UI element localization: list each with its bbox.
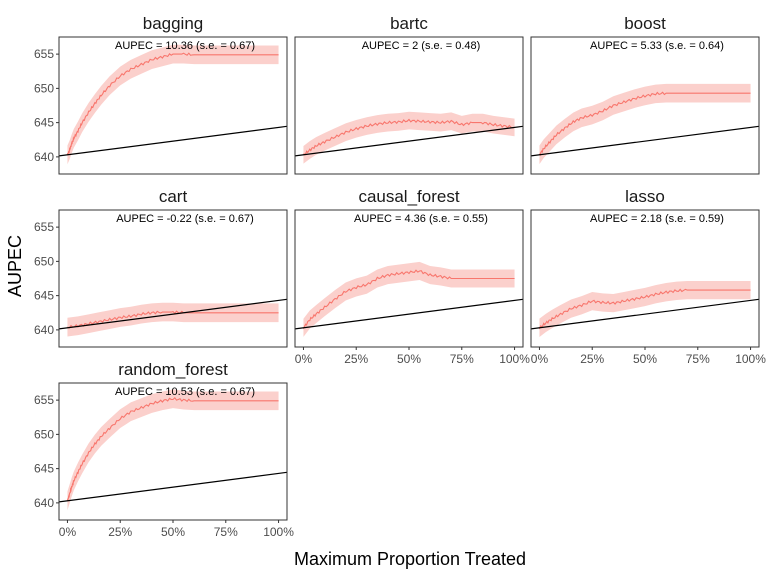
strip-title-bagging: bagging <box>143 14 204 33</box>
ribbon-random_forest <box>67 389 279 511</box>
x-tick-label-random_forest-4: 100% <box>263 525 294 539</box>
x-tick-label-random_forest-1: 25% <box>108 525 132 539</box>
y-tick-label-cart-650: 650 <box>34 254 54 268</box>
x-tick-label-random_forest-3: 75% <box>214 525 238 539</box>
x-tick-label-random_forest-2: 50% <box>161 525 185 539</box>
baseline-bagging <box>59 125 287 157</box>
x-tick-label-causal_forest-1: 25% <box>344 352 368 366</box>
y-tick-label-cart-645: 645 <box>34 289 54 303</box>
series-line-causal_forest <box>302 269 515 330</box>
x-tick-label-causal_forest-3: 75% <box>450 352 474 366</box>
series-line-boost <box>538 91 751 157</box>
x-tick-label-causal_forest-2: 50% <box>397 352 421 366</box>
ribbon-boost <box>539 83 751 165</box>
y-tick-label-bagging-640: 640 <box>34 150 54 164</box>
ribbon-cart <box>67 302 279 337</box>
panel-cart: cart AUPEC = -0.22 (s.e. = 0.67) 640 645 650… <box>34 187 288 348</box>
y-axis-title: AUPEC <box>5 235 25 297</box>
plot-area-lasso <box>531 280 759 337</box>
baseline-bartc <box>295 125 523 157</box>
panel-bartc: bartc AUPEC = 2 (s.e. = 0.48) <box>294 14 524 175</box>
strip-title-lasso: lasso <box>625 187 665 206</box>
baseline-lasso <box>531 298 759 330</box>
y-tick-label-random_forest-640: 640 <box>34 496 54 510</box>
x-tick-label-lasso-3: 75% <box>686 352 710 366</box>
annotation-lasso: AUPEC = 2.18 (s.e. = 0.59) <box>590 213 724 225</box>
panel-lasso: lasso AUPEC = 2.18 (s.e. = 0.59) 0% 25% 50% 7… <box>530 187 766 366</box>
panel-bagging: bagging AUPEC = 10.36 (s.e. = 0.67) 640 645… <box>34 14 288 175</box>
strip-title-boost: boost <box>624 14 666 33</box>
annotation-boost: AUPEC = 5.33 (s.e. = 0.64) <box>590 40 724 52</box>
plot-area-random_forest <box>59 389 287 511</box>
panel-frame-cart <box>58 209 288 348</box>
baseline-causal_forest <box>295 298 523 330</box>
y-tick-label-random_forest-650: 650 <box>34 427 54 441</box>
baseline-random_forest <box>59 471 287 503</box>
y-tick-label-random_forest-645: 645 <box>34 462 54 476</box>
x-tick-label-lasso-2: 50% <box>633 352 657 366</box>
y-tick-label-bagging-650: 650 <box>34 81 54 95</box>
x-tick-label-lasso-0: 0% <box>531 352 549 366</box>
strip-title-bartc: bartc <box>390 14 428 33</box>
strip-title-cart: cart <box>159 187 188 206</box>
ribbon-bartc <box>303 111 515 164</box>
x-tick-label-causal_forest-4: 100% <box>499 352 530 366</box>
x-tick-label-lasso-4: 100% <box>735 352 766 366</box>
y-tick-label-cart-640: 640 <box>34 323 54 337</box>
annotation-bagging: AUPEC = 10.36 (s.e. = 0.67) <box>115 40 255 52</box>
panel-frame-bartc <box>294 36 524 175</box>
x-tick-label-causal_forest-0: 0% <box>295 352 313 366</box>
baseline-boost <box>531 125 759 157</box>
strip-title-causal_forest: causal_forest <box>358 187 459 206</box>
plot-area-bagging <box>59 44 287 165</box>
annotation-bartc: AUPEC = 2 (s.e. = 0.48) <box>362 40 481 52</box>
series-line-lasso <box>538 288 751 330</box>
y-tick-label-bagging-655: 655 <box>34 47 54 61</box>
panel-frame-lasso <box>530 209 760 348</box>
panel-boost: boost AUPEC = 5.33 (s.e. = 0.64) <box>530 14 760 175</box>
panel-causal_forest: causal_forest AUPEC = 4.36 (s.e. = 0.55) 0… <box>294 187 530 366</box>
annotation-random_forest: AUPEC = 10.53 (s.e. = 0.67) <box>115 386 255 398</box>
panel-frame-bagging <box>58 36 288 175</box>
y-tick-label-bagging-645: 645 <box>34 116 54 130</box>
series-line-bartc <box>303 118 515 155</box>
panel-frame-boost <box>530 36 760 175</box>
series-line-cart <box>67 310 279 329</box>
plot-area-boost <box>531 83 759 165</box>
annotation-cart: AUPEC = -0.22 (s.e. = 0.67) <box>116 213 254 225</box>
panels-layer: bagging AUPEC = 10.36 (s.e. = 0.67) 640 645… <box>34 14 766 539</box>
x-tick-label-random_forest-0: 0% <box>59 525 77 539</box>
plot-area-cart <box>59 298 287 337</box>
ribbon-lasso <box>539 280 751 337</box>
series-line-bagging <box>66 52 279 155</box>
annotation-causal_forest: AUPEC = 4.36 (s.e. = 0.55) <box>354 213 488 225</box>
strip-title-random_forest: random_forest <box>118 360 228 379</box>
baseline-cart <box>59 298 287 330</box>
ribbon-causal_forest <box>303 261 515 337</box>
series-line-random_forest <box>66 396 279 502</box>
x-axis-title: Maximum Proportion Treated <box>294 549 526 569</box>
x-tick-label-lasso-1: 25% <box>580 352 604 366</box>
plot-area-bartc <box>295 111 523 164</box>
ribbon-bagging <box>67 44 279 165</box>
y-tick-label-random_forest-655: 655 <box>34 393 54 407</box>
y-tick-label-cart-655: 655 <box>34 220 54 234</box>
plot-area-causal_forest <box>295 261 523 337</box>
panel-random_forest: random_forest AUPEC = 10.53 (s.e. = 0.67)… <box>34 360 294 539</box>
